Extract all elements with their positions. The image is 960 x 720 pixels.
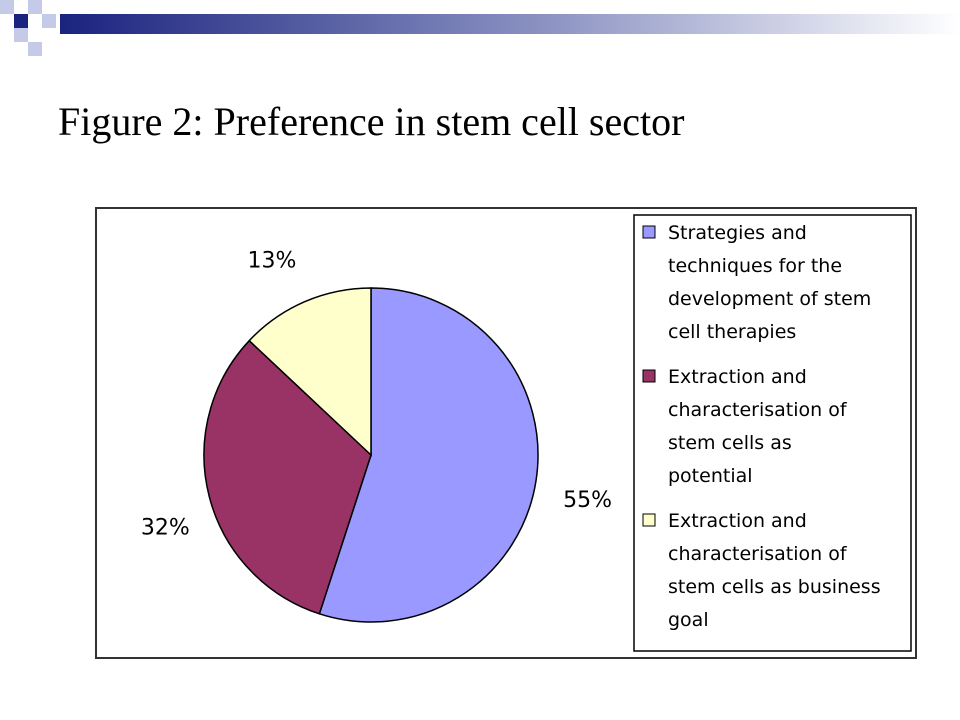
legend-entry-label: stem cells as business (668, 576, 881, 598)
slice-value-label: 13% (248, 249, 297, 274)
header-square (14, 28, 28, 42)
legend-swatch (642, 369, 656, 383)
legend-swatch (642, 513, 656, 527)
header-square (42, 14, 56, 28)
legend-entry-label: Extraction and (668, 366, 807, 388)
header-square (28, 0, 42, 14)
chart-frame: 55% 32% 13% Strategies and techniques for th… (95, 207, 917, 659)
header-square (28, 42, 42, 56)
pie-slice (203, 339, 372, 615)
legend-entry-label: goal (668, 609, 709, 631)
legend-entry-label: techniques for the (668, 255, 842, 277)
pie-slice (318, 287, 539, 623)
slide-title: Figure 2: Preference in stem cell sector (58, 99, 685, 144)
legend-swatch (642, 225, 656, 239)
pie-chart: 55% 32% 13% Strategies and techniques for th… (141, 214, 912, 652)
legend-entry-label: Strategies and (668, 222, 807, 244)
legend-entry-label: stem cells as (668, 432, 792, 454)
header-decoration (0, 0, 960, 56)
legend-entry-label: potential (668, 465, 753, 487)
slice-value-label: 32% (141, 516, 190, 541)
header-square (0, 0, 14, 14)
pie-slice (248, 287, 372, 457)
legend-entry-label: Extraction and (668, 510, 807, 532)
header-square (14, 14, 28, 28)
header-bar (60, 14, 960, 34)
legend-entry-label: characterisation of (668, 399, 848, 421)
slice-value-label: 55% (563, 488, 612, 513)
legend-entry-label: cell therapies (668, 321, 796, 343)
legend-entry-label: development of stem (668, 288, 871, 310)
legend-entry-label: characterisation of (668, 543, 848, 565)
legend-box (633, 214, 912, 652)
